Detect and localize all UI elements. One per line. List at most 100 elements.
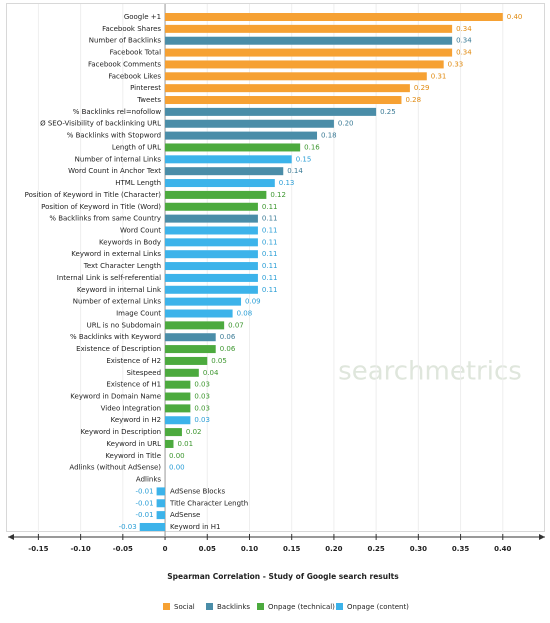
value-label: -0.03	[119, 523, 137, 531]
value-label: 0.11	[262, 226, 278, 234]
axis-arrow	[539, 534, 545, 540]
value-label: -0.01	[135, 487, 153, 495]
bar	[165, 238, 258, 247]
category-label: Facebook Shares	[102, 25, 161, 33]
bar	[165, 273, 258, 282]
category-label: Ø SEO-Visibility of backlinking URL	[40, 120, 161, 128]
category-label: Existence of Description	[76, 345, 161, 353]
category-label: Keyword in Title	[105, 452, 161, 460]
value-label: 0.33	[448, 60, 464, 68]
category-label: HTML Length	[115, 179, 161, 187]
value-label: 0.07	[228, 321, 244, 329]
value-label: 0.18	[321, 132, 337, 140]
bar	[165, 368, 199, 377]
axis-arrow	[8, 534, 14, 540]
category-label: Keyword in H2	[111, 416, 161, 424]
bar	[165, 179, 275, 188]
category-label: % Backlinks rel=nofollow	[73, 108, 162, 116]
bar	[165, 119, 334, 128]
bar	[165, 13, 503, 21]
bar	[165, 262, 258, 271]
x-tick-label: 0.35	[452, 545, 469, 553]
category-label: % Backlinks from same Country	[49, 215, 161, 223]
category-label: Existence of H2	[106, 357, 161, 365]
value-label: 0.15	[296, 155, 312, 163]
bar	[165, 107, 377, 116]
bar	[165, 380, 191, 389]
value-label: 0.03	[194, 416, 210, 424]
value-label: 0.31	[431, 72, 447, 80]
value-label: 0.02	[186, 428, 202, 436]
category-label: Adlinks	[136, 476, 161, 484]
category-label: Number of internal Links	[75, 155, 162, 163]
legend-marker	[163, 603, 170, 610]
category-label: AdSense	[170, 511, 200, 519]
category-label: Length of URL	[112, 143, 161, 151]
value-label: 0.14	[287, 167, 303, 175]
value-label: 0.04	[203, 369, 219, 377]
category-label: Position of Keyword in Title (Character)	[25, 191, 162, 199]
x-tick-label: 0.30	[410, 545, 427, 553]
bar	[165, 226, 258, 235]
category-label: Keyword in Domain Name	[70, 393, 161, 401]
value-label: 0.34	[456, 49, 472, 57]
category-label: Facebook Total	[110, 49, 162, 57]
bar	[165, 285, 258, 294]
watermark: searchmetrics	[338, 357, 522, 387]
bar	[165, 36, 453, 45]
legend-marker	[206, 603, 213, 610]
value-label: 0.28	[405, 96, 421, 104]
value-label: 0.06	[220, 333, 236, 341]
x-tick-label: 0.05	[199, 545, 216, 553]
bar	[165, 416, 191, 425]
bar	[165, 309, 233, 318]
bar	[165, 84, 410, 93]
value-label: 0.34	[456, 37, 472, 45]
value-label: 0.11	[262, 274, 278, 282]
bar	[165, 321, 225, 330]
value-label: 0.11	[262, 262, 278, 270]
value-label: 0.20	[338, 120, 354, 128]
value-label: 0.06	[220, 345, 236, 353]
value-label: 0.05	[211, 357, 227, 365]
x-tick-label: -0.05	[113, 545, 133, 553]
value-label: 0.03	[194, 381, 210, 389]
category-label: URL is no Subdomain	[87, 321, 161, 329]
bar	[165, 190, 267, 199]
category-label: Text Character Length	[83, 262, 161, 270]
category-label: Existence of H1	[106, 381, 161, 389]
bar	[165, 404, 191, 413]
category-label: Word Count	[120, 226, 161, 234]
bar	[165, 131, 318, 140]
legend-marker	[336, 603, 343, 610]
category-label: Keyword in URL	[106, 440, 161, 448]
x-tick-label: -0.15	[28, 545, 48, 553]
bar	[165, 214, 258, 223]
category-label: AdSense Blocks	[170, 487, 225, 495]
legend-label: Onpage (technical)	[268, 603, 335, 611]
category-label: Tweets	[136, 96, 161, 104]
value-label: 0.29	[414, 84, 430, 92]
category-label: Pinterest	[130, 84, 161, 92]
bar	[165, 439, 174, 448]
bar	[165, 428, 182, 437]
value-label: 0.25	[380, 108, 396, 116]
bar	[165, 72, 427, 81]
value-label: 0.00	[169, 464, 185, 472]
value-label: 0.11	[262, 250, 278, 258]
bar	[165, 167, 284, 176]
bar	[165, 250, 258, 259]
x-tick-label: 0.40	[494, 545, 511, 553]
category-label: Keyword in external Links	[71, 250, 161, 258]
category-label: Word Count in Anchor Text	[68, 167, 161, 175]
bar	[156, 487, 166, 496]
category-label: Facebook Likes	[108, 72, 161, 80]
bar	[165, 345, 216, 354]
category-label: Keyword in Description	[80, 428, 161, 436]
bar	[165, 24, 453, 33]
bar	[165, 143, 301, 152]
bar	[165, 356, 208, 365]
value-label: 0.11	[262, 215, 278, 223]
value-label: 0.01	[177, 440, 193, 448]
category-label: Number of Backlinks	[89, 37, 162, 45]
